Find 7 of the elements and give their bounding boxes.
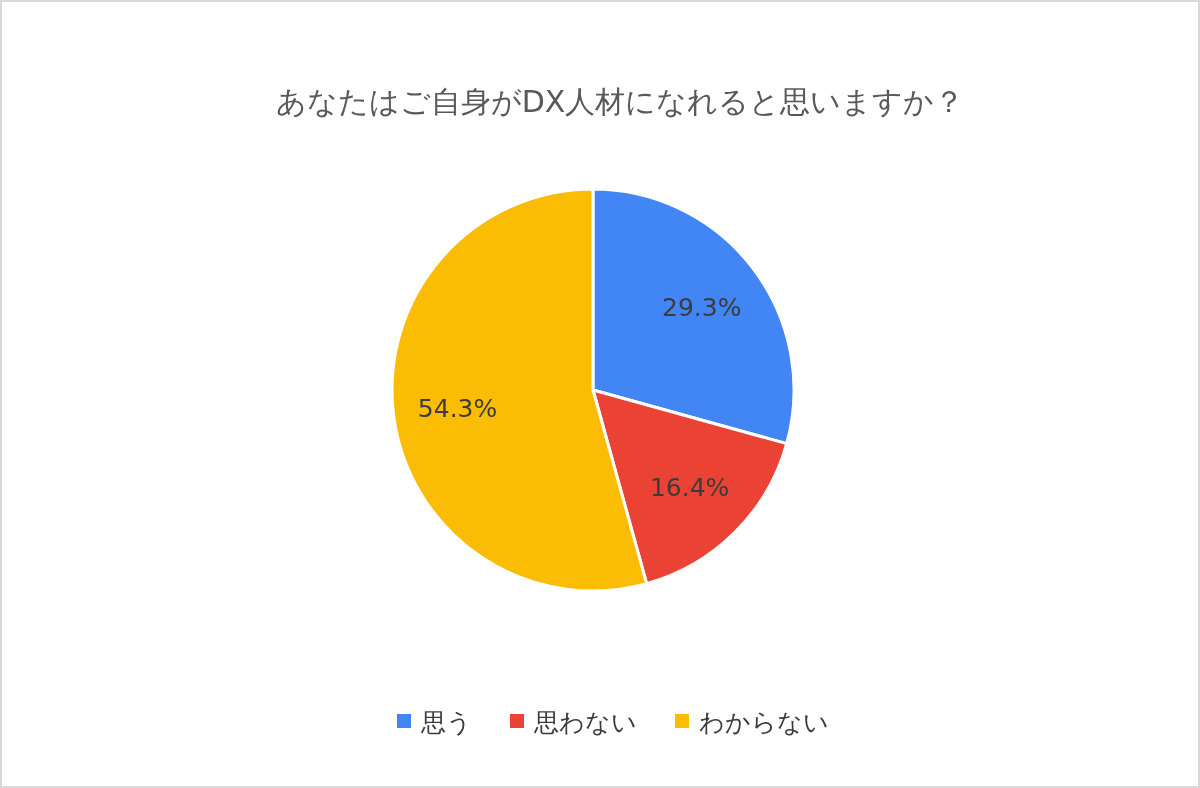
data-label: 54.3% <box>417 394 498 424</box>
legend-label: わからない <box>699 708 829 737</box>
legend-label: 思わない <box>533 708 637 737</box>
data-label: 16.4% <box>649 472 730 502</box>
chart-title: あなたはご自身がDX人材になれると思いますか？ <box>275 84 965 119</box>
data-label: 29.3% <box>662 293 742 323</box>
legend-label: 思う <box>420 708 472 737</box>
